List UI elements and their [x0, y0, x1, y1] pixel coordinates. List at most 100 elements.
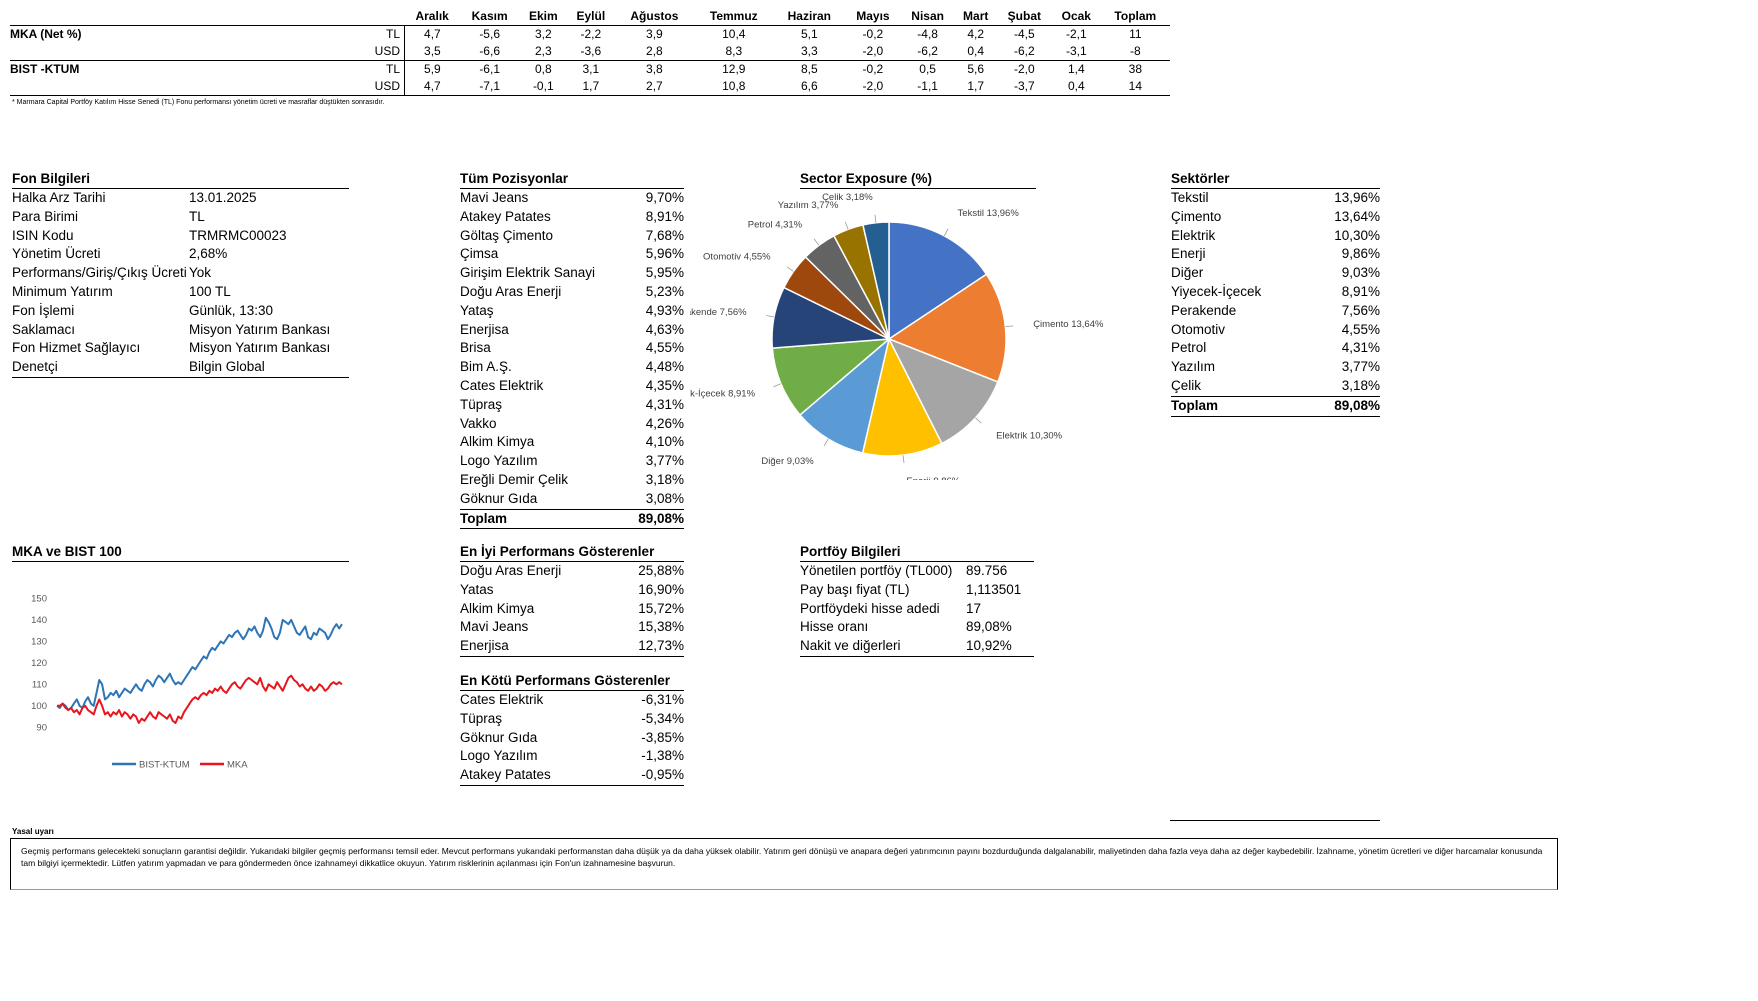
pie-data-label: Çelik 3,18% — [822, 192, 873, 203]
fund-info-row: Saklamacı Misyon Yatırım Bankası — [12, 321, 349, 340]
position-row: Çimsa 5,96% — [460, 245, 684, 264]
sector-value: 13,96% — [1334, 190, 1380, 205]
performance-cell: 10,4 — [722, 27, 746, 41]
y-tick-label: 100 — [31, 701, 47, 712]
sectors-total-row: Toplam 89,08% — [1171, 395, 1380, 417]
performance-row-label: BIST -KTUM — [10, 62, 80, 76]
performance-cell: -6,1 — [479, 62, 500, 76]
portfolio-info-label: Nakit ve diğerleri — [800, 638, 901, 654]
month-header: Mart — [954, 8, 997, 26]
performance-cell: -2,0 — [1014, 62, 1035, 76]
position-label: Bim A.Ş. — [460, 359, 512, 375]
position-value: 4,35% — [645, 377, 684, 393]
performance-cell: -3,7 — [996, 78, 1052, 96]
position-value: 8,91% — [645, 208, 684, 224]
y-tick-label: 150 — [31, 593, 47, 604]
pie-leader-line — [766, 315, 775, 318]
fund-info-value: 2,68% — [189, 246, 228, 262]
position-row: Doğu Aras Enerji 5,23% — [460, 283, 684, 302]
best-performer-value: 16,90% — [638, 581, 684, 597]
sector-value: 4,55% — [1341, 321, 1380, 337]
performance-cell: 3,2 — [534, 27, 552, 41]
portfolio-info-row: Yönetilen portföy (TL000) 89.756 — [800, 562, 1034, 581]
position-label: Göltaş Çimento — [460, 227, 554, 243]
position-label: Alkim Kimya — [460, 434, 535, 450]
position-label: Vakko — [460, 415, 497, 431]
position-row: Alkim Kimya 4,10% — [460, 433, 684, 452]
performance-cell: -8 — [1100, 43, 1170, 61]
sector-row: Tekstil 13,96% — [1171, 189, 1380, 208]
sector-label: Elektrik — [1171, 227, 1216, 243]
month-header: Ocak — [1051, 8, 1101, 26]
worst-performer-value: -3,85% — [641, 729, 684, 745]
pie-data-label: Petrol 4,31% — [748, 219, 803, 230]
sector-label: Diğer — [1171, 265, 1204, 281]
sector-value: 10,30% — [1334, 227, 1380, 243]
pie-data-label: Diğer 9,03% — [761, 456, 814, 467]
sector-row: Elektrik 10,30% — [1171, 227, 1380, 246]
performance-row-currency: USD — [370, 78, 405, 96]
position-row: Enerjisa 4,63% — [460, 321, 684, 340]
fund-info-row: Halka Arz Tarihi 13.01.2025 — [12, 189, 349, 208]
worst-performer-row: Logo Yazılım -1,38% — [460, 747, 684, 766]
performance-cell: 2,7 — [614, 78, 695, 96]
performance-cell: -6,6 — [459, 43, 520, 61]
position-label: Doğu Aras Enerji — [460, 283, 562, 299]
performance-cell: 4,7 — [424, 27, 441, 41]
month-header: Kasım — [459, 8, 520, 26]
position-row: Brisa 4,55% — [460, 339, 684, 358]
pie-leader-line — [773, 383, 782, 388]
fund-info-row: Para Birimi TL — [12, 208, 349, 227]
sector-value: 8,91% — [1341, 283, 1380, 299]
portfolio-info-value: 1,113501 — [966, 581, 1022, 597]
y-tick-label: 140 — [31, 615, 47, 626]
fund-info-label: Minimum Yatırım — [12, 283, 113, 299]
performance-row: MKA (Net %) TL 4,7 -5,6 3,2 -2,2 3,9 10,4 5,1 -0,… — [10, 25, 1170, 43]
performance-cell: 4,7 — [404, 78, 460, 96]
sectors-title: Sektörler — [1171, 170, 1380, 189]
position-row: Göltaş Çimento 7,68% — [460, 227, 684, 246]
performance-cell: -6,2 — [900, 43, 955, 61]
worst-performer-label: Tüpraş — [460, 710, 503, 726]
sector-value: 3,77% — [1341, 359, 1380, 375]
worst-performer-label: Göknur Gıda — [460, 729, 538, 745]
performance-cell: 10,8 — [694, 78, 774, 96]
positions-section: Tüm Pozisyonlar Mavi Jeans 9,70% Atakey Pa… — [460, 170, 684, 530]
performance-cell: 0,4 — [1051, 78, 1101, 96]
signature-line — [1170, 820, 1380, 821]
pie-leader-line — [1005, 325, 1014, 328]
sector-value: 4,31% — [1341, 340, 1380, 356]
sector-row: Yazılım 3,77% — [1171, 358, 1380, 377]
performance-cell: 12,9 — [722, 62, 746, 76]
legend-label: MKA — [227, 760, 248, 771]
performance-cell: -0,1 — [519, 78, 568, 96]
best-performer-value: 15,38% — [638, 619, 684, 635]
sector-label: Yiyecek-İçecek — [1171, 283, 1262, 299]
fund-info-value: Yok — [189, 265, 212, 281]
sector-value: 7,56% — [1341, 302, 1380, 318]
position-value: 9,70% — [645, 190, 684, 205]
position-label: Yataş — [460, 302, 494, 318]
sectors-section: Sektörler Tekstil 13,96% Çimento 13,64% Elek… — [1171, 170, 1380, 417]
month-header: Nisan — [900, 8, 955, 26]
performance-cell: -3,6 — [567, 43, 615, 61]
sector-row: Çimento 13,64% — [1171, 208, 1380, 227]
position-label: Atakey Patates — [460, 208, 551, 224]
sector-label: Petrol — [1171, 340, 1207, 356]
pie-leader-line — [874, 214, 877, 223]
worst-performer-value: -6,31% — [641, 692, 684, 707]
pie-slice-diğer — [798, 336, 891, 454]
pie-slice-çelik — [862, 221, 890, 340]
position-label: Brisa — [460, 340, 491, 356]
worst-performer-row: Göknur Gıda -3,85% — [460, 729, 684, 748]
position-value: 4,93% — [645, 302, 684, 318]
y-tick-label: 130 — [31, 636, 47, 647]
sector-value: 3,18% — [1341, 377, 1380, 393]
fund-info-value: Günlük, 13:30 — [189, 302, 274, 318]
position-row: Yataş 4,93% — [460, 302, 684, 321]
position-row: Bim A.Ş. 4,48% — [460, 358, 684, 377]
pie-data-label: Enerji 9,86% — [906, 476, 960, 480]
performance-cell: 6,6 — [773, 78, 846, 96]
portfolio-info-value: 10,92% — [966, 638, 1012, 654]
performance-cell: 3,3 — [773, 43, 846, 61]
